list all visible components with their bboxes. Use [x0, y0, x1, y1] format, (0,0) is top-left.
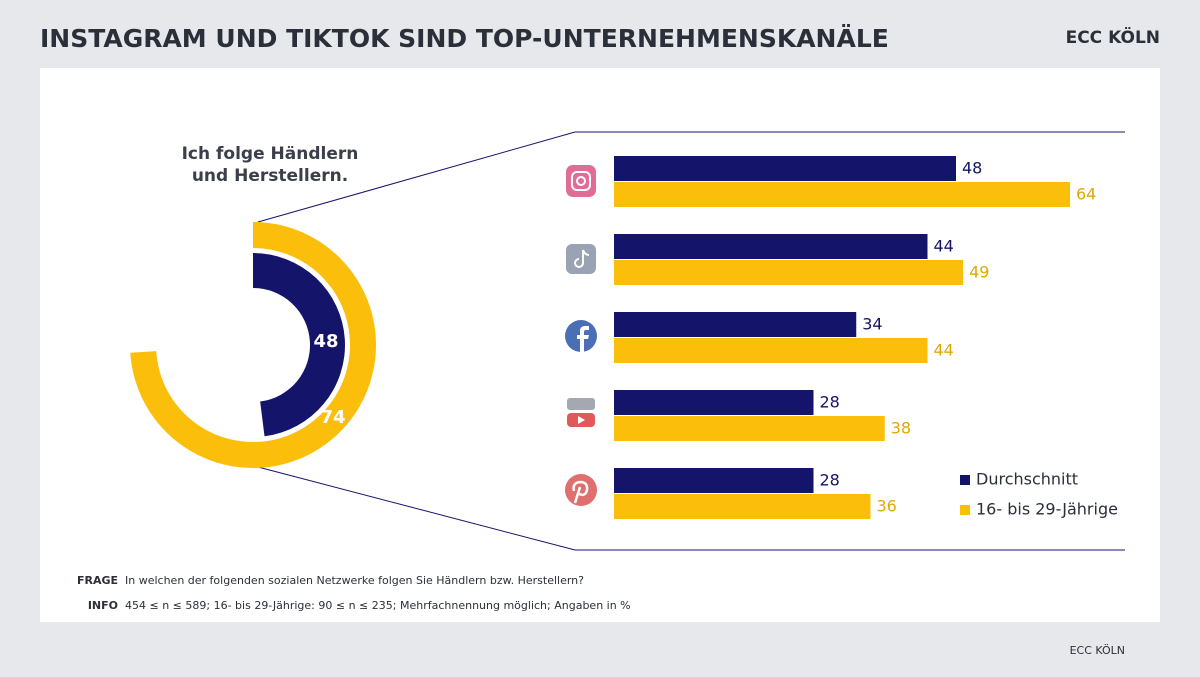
- note-label: INFO: [88, 599, 118, 612]
- bar: [614, 312, 857, 337]
- bar: [614, 416, 885, 441]
- note-label: FRAGE: [77, 574, 118, 587]
- bar: [614, 338, 928, 363]
- icon-tiktok: [566, 244, 596, 274]
- note-text: 454 ≤ n ≤ 589; 16- bis 29-Jährige: 90 ≤ …: [125, 599, 631, 612]
- data-label: 44: [934, 341, 954, 360]
- donut-title: Ich folge Händlern und Herstellern.: [181, 144, 359, 186]
- legend-swatch: [960, 475, 970, 485]
- icon-facebook: [565, 320, 597, 352]
- donut-arc: [253, 253, 346, 437]
- data-label: 44: [934, 237, 954, 256]
- legend-label: Durchschnitt: [976, 470, 1078, 489]
- connector: [257, 466, 1125, 551]
- bar: [614, 468, 814, 493]
- icon-youtube: [567, 398, 595, 427]
- bar: [614, 182, 1070, 207]
- panel: [40, 68, 1160, 622]
- connector: [257, 131, 1125, 223]
- data-label: 48: [962, 159, 982, 178]
- data-label: 28: [820, 393, 840, 412]
- data-label: 64: [1076, 185, 1096, 204]
- note-text: In welchen der folgenden sozialen Netzwe…: [125, 574, 584, 587]
- bar: [614, 390, 814, 415]
- footer: ECC KÖLN: [1070, 644, 1125, 657]
- data-label: 38: [891, 419, 911, 438]
- data-label: 34: [862, 315, 882, 334]
- brand: ECC KÖLN: [1066, 26, 1160, 48]
- legend-swatch: [960, 505, 970, 515]
- legend-label: 16- bis 29-Jährige: [976, 500, 1118, 519]
- data-label: 48: [313, 331, 338, 352]
- icon-pinterest: [565, 474, 597, 506]
- bar: [614, 156, 956, 181]
- data-label: 49: [969, 263, 989, 282]
- page-title: INSTAGRAM UND TIKTOK SIND TOP-UNTERNEHME…: [40, 23, 889, 53]
- icon-instagram: [566, 165, 596, 197]
- data-label: 28: [820, 471, 840, 490]
- bar: [614, 260, 964, 285]
- bar: [614, 234, 928, 259]
- data-label: 36: [877, 497, 897, 516]
- bar: [614, 494, 871, 519]
- data-label: 74: [320, 407, 345, 428]
